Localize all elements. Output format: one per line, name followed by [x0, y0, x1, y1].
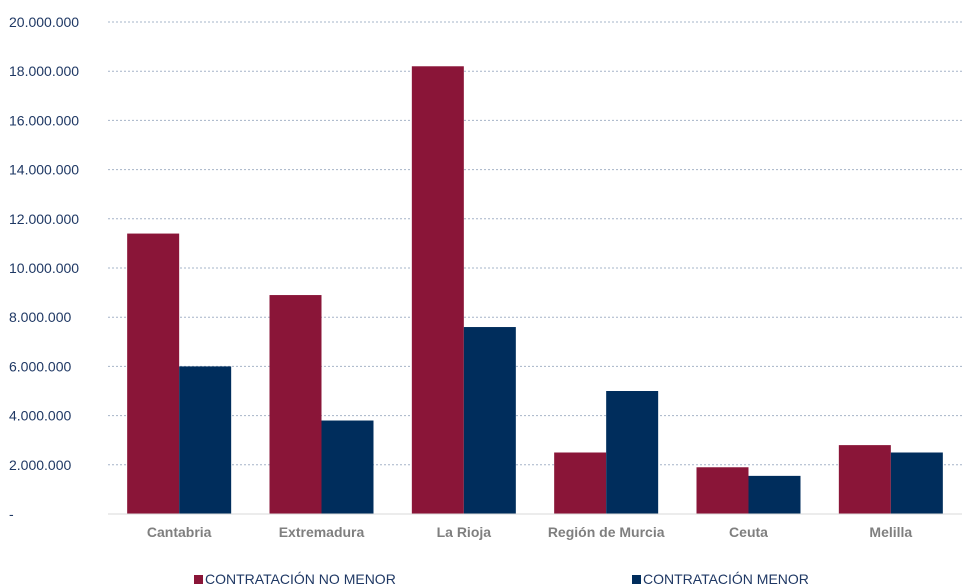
- y-tick-label: 12.000.000: [9, 211, 79, 227]
- x-axis: Cantabria Extremadura La Rioja Región de Mu…: [147, 524, 913, 540]
- legend-swatch: [632, 575, 641, 584]
- bar-no-menor: [696, 467, 749, 514]
- legend: CONTRATACIÓN NO MENOR CONTRATACIÓN MENOR: [194, 571, 809, 587]
- y-tick-label: 4.000.000: [9, 408, 71, 424]
- bar-menor: [179, 366, 232, 514]
- y-axis: - 2.000.000 4.000.000 6.000.000 8.000.000 10.…: [9, 14, 79, 522]
- x-tick-label: Melilla: [869, 524, 912, 540]
- x-tick-label: Extremadura: [279, 524, 365, 540]
- legend-swatch: [194, 575, 203, 584]
- y-tick-label: 6.000.000: [9, 358, 71, 374]
- bar-menor: [321, 420, 374, 514]
- x-tick-label: Ceuta: [729, 524, 768, 540]
- x-tick-label: La Rioja: [437, 524, 492, 540]
- bars: [127, 66, 943, 514]
- bar-no-menor: [554, 452, 607, 514]
- bar-menor: [463, 327, 516, 514]
- bar-no-menor: [269, 295, 322, 514]
- bar-menor: [748, 475, 801, 514]
- y-tick-label: 8.000.000: [9, 309, 71, 325]
- y-tick-label: 14.000.000: [9, 162, 79, 178]
- y-tick-label: 10.000.000: [9, 260, 79, 276]
- bar-no-menor: [411, 66, 464, 514]
- bar-no-menor: [127, 233, 180, 514]
- gridlines: [108, 21, 962, 466]
- bar-no-menor: [838, 445, 891, 514]
- bar-menor: [890, 452, 943, 514]
- x-tick-label: Región de Murcia: [548, 524, 665, 540]
- y-tick-label: 16.000.000: [9, 112, 79, 128]
- y-tick-label: -: [9, 506, 14, 522]
- x-tick-label: Cantabria: [147, 524, 212, 540]
- legend-label: CONTRATACIÓN NO MENOR: [205, 571, 396, 587]
- legend-label: CONTRATACIÓN MENOR: [643, 571, 809, 587]
- y-tick-label: 2.000.000: [9, 457, 71, 473]
- bar-menor: [606, 391, 659, 514]
- y-tick-label: 20.000.000: [9, 14, 79, 30]
- y-tick-label: 18.000.000: [9, 63, 79, 79]
